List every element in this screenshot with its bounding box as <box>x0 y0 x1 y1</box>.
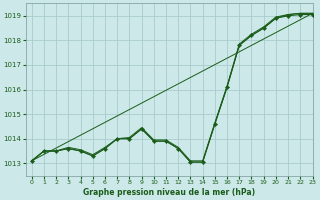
X-axis label: Graphe pression niveau de la mer (hPa): Graphe pression niveau de la mer (hPa) <box>83 188 255 197</box>
